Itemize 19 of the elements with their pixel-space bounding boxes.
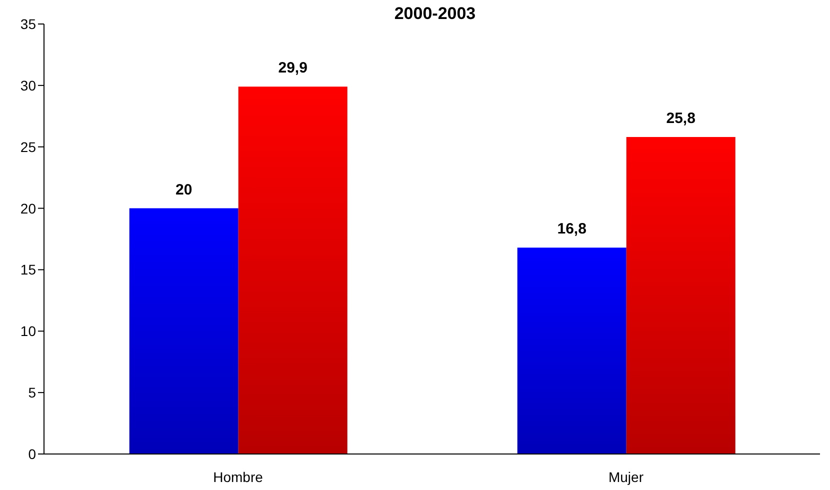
y-tick-label: 10 [20,323,36,340]
bar [626,137,736,454]
bar [238,86,348,454]
bar [517,248,626,454]
data-label: 25,8 [666,110,696,128]
data-label: 29,9 [278,60,308,77]
x-tick-label: Hombre [213,468,264,485]
y-tick-label: 0 [28,446,36,462]
y-tick-label: 30 [20,77,36,94]
data-label: 16,8 [557,220,586,238]
y-tick-label: 20 [20,200,36,216]
y-tick-label: 15 [20,262,36,278]
chart-title: 2000-2003 [394,4,476,23]
data-label: 20 [176,181,192,198]
y-tick-label: 25 [20,138,36,155]
bar [129,208,238,454]
x-tick-label: Mujer [608,468,644,485]
y-tick-label: 35 [20,16,36,32]
y-tick-label: 5 [28,384,36,401]
